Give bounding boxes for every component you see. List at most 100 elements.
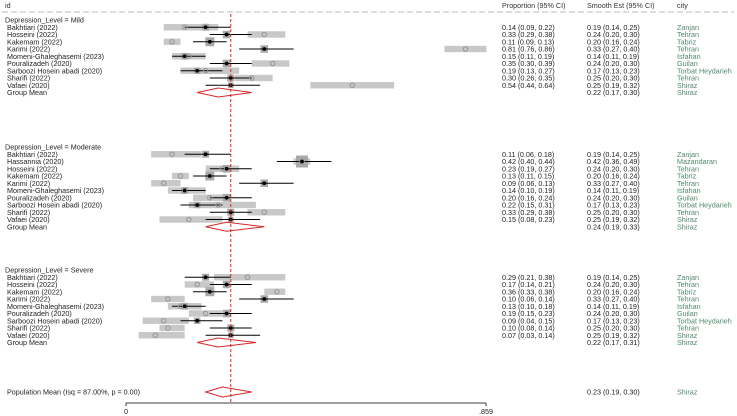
smooth-ci: 0.17 (0.13, 0.23) (587, 66, 640, 75)
city-label: Tabriz (677, 37, 697, 46)
group-mean-ci: 0.22 (0.17, 0.30) (587, 88, 640, 97)
study-label: Bakhtiari (2022) (7, 273, 58, 282)
smooth-point (203, 152, 208, 157)
observed-point (219, 165, 226, 172)
observed-point (207, 194, 213, 201)
study-label: Momeni-Ghaleghasemi (2023) (7, 52, 104, 61)
smooth-point (224, 61, 229, 66)
group-mean-city: Shiraz (677, 88, 698, 97)
proportion-ci: 0.07 (0.03, 0.14) (502, 331, 555, 340)
city-label: Zanjan (677, 150, 699, 159)
observed-point (194, 281, 201, 288)
city-label: Tehran (677, 324, 699, 333)
proportion-ci: 0.42 (0.40, 0.44) (502, 157, 555, 166)
smooth-ci: 0.24 (0.20, 0.30) (587, 309, 640, 318)
observed-point (215, 202, 222, 208)
city-label: Zanjan (677, 23, 699, 32)
city-label: Guilan (677, 59, 698, 68)
header-city: city (677, 1, 688, 10)
smooth-ci: 0.24 (0.20, 0.30) (587, 59, 640, 68)
study-label: Sharifi (2022) (7, 74, 50, 83)
smooth-ci: 0.14 (0.11, 0.19) (587, 302, 639, 311)
observed-point (169, 151, 175, 158)
smooth-ci: 0.25 (0.19, 0.32) (587, 215, 640, 224)
proportion-ci: 0.23 (0.19, 0.27) (502, 164, 555, 173)
study-label: Vafaei (2020) (7, 215, 50, 224)
study-label: Momeni-Ghaleghasemi (2023) (7, 186, 104, 195)
city-label: Tehran (677, 164, 699, 173)
smooth-ci: 0.24 (0.20, 0.30) (587, 164, 640, 173)
observed-ci-box (444, 45, 487, 53)
proportion-ci: 0.19 (0.15, 0.23) (502, 309, 555, 318)
smooth-point (300, 159, 304, 164)
population-mean-label: Population Mean (Isq = 87.00%, p = 0.00) (7, 388, 140, 397)
smooth-ci: 0.42 (0.36, 0.49) (587, 157, 640, 166)
group-mean-diamond (197, 87, 252, 98)
group-mean-ci: 0.24 (0.19, 0.33) (587, 222, 640, 231)
proportion-ci: 0.29 (0.21, 0.38) (502, 273, 555, 282)
proportion-ci: 0.10 (0.06, 0.14) (502, 295, 555, 304)
observed-point (160, 317, 167, 324)
proportion-ci: 0.36 (0.33, 0.38) (502, 287, 555, 296)
smooth-point (182, 304, 187, 309)
smooth-point (207, 174, 212, 178)
smooth-point (262, 297, 267, 301)
observed-point (202, 310, 209, 317)
proportion-ci: 0.19 (0.13, 0.27) (502, 66, 555, 75)
study-label: Sharifi (2022) (7, 208, 50, 217)
smooth-point (224, 311, 229, 316)
study-label: Vafaei (2020) (7, 81, 50, 90)
smooth-point (262, 181, 267, 186)
observed-point (165, 296, 171, 302)
smooth-point (203, 25, 208, 30)
smooth-point (224, 282, 229, 287)
proportion-ci: 0.30 (0.26, 0.35) (502, 74, 555, 83)
city-label: Guilan (677, 309, 698, 318)
observed-point (462, 46, 469, 52)
smooth-ci: 0.20 (0.16, 0.24) (587, 37, 640, 46)
study-label: Sarboozi Hosein abadi (2020) (7, 66, 102, 75)
smooth-point (224, 195, 229, 200)
city-label: Torbat Heydarieh (677, 201, 732, 210)
smooth-ci: 0.25 (0.19, 0.32) (587, 81, 640, 90)
smooth-point (195, 203, 200, 207)
x-axis-tick-label-0: 0 (124, 407, 128, 416)
observed-ci-box (138, 332, 185, 339)
observed-point (261, 31, 268, 38)
proportion-ci: 0.14 (0.09, 0.22) (502, 23, 555, 32)
smooth-ci: 0.33 (0.27, 0.40) (587, 45, 640, 54)
smooth-ci: 0.19 (0.14, 0.25) (587, 273, 640, 282)
group-mean-city: Shiraz (677, 222, 698, 231)
population-mean-ci: 0.23 (0.19, 0.30) (587, 388, 640, 397)
observed-ci-box (188, 310, 223, 317)
proportion-ci: 0.11 (0.09, 0.13) (502, 37, 554, 46)
smooth-ci: 0.17 (0.13, 0.23) (587, 316, 640, 325)
city-label: Zanjan (677, 273, 699, 282)
smooth-point (182, 54, 187, 59)
smooth-point (195, 318, 200, 323)
observed-point (186, 216, 192, 223)
city-label: Mazandaran (677, 157, 717, 166)
study-label: Kakemam (2022) (7, 287, 62, 296)
smooth-ci: 0.17 (0.13, 0.23) (587, 201, 640, 210)
proportion-ci: 0.10 (0.08, 0.14) (502, 324, 555, 333)
observed-point (261, 209, 268, 216)
smooth-ci: 0.33 (0.27, 0.40) (587, 179, 640, 188)
observed-point (269, 60, 276, 67)
proportion-ci: 0.54 (0.44, 0.64) (502, 81, 555, 90)
observed-point (274, 288, 280, 295)
observed-point (349, 82, 356, 89)
city-label: Torbat Heydarieh (677, 66, 732, 75)
smooth-point (224, 32, 229, 37)
proportion-ci: 0.81 (0.76, 0.86) (502, 45, 555, 54)
study-label: Bakhtiari (2022) (7, 150, 58, 159)
group-mean-label: Group Mean (7, 88, 47, 97)
city-label: Tehran (677, 30, 699, 39)
proportion-ci: 0.22 (0.15, 0.31) (502, 201, 555, 210)
city-label: Tehran (677, 295, 699, 304)
study-label: Karimi (2022) (7, 295, 50, 304)
observed-ci-box (163, 38, 181, 45)
proportion-ci: 0.33 (0.29, 0.38) (502, 208, 555, 217)
city-label: Tabriz (677, 287, 697, 296)
